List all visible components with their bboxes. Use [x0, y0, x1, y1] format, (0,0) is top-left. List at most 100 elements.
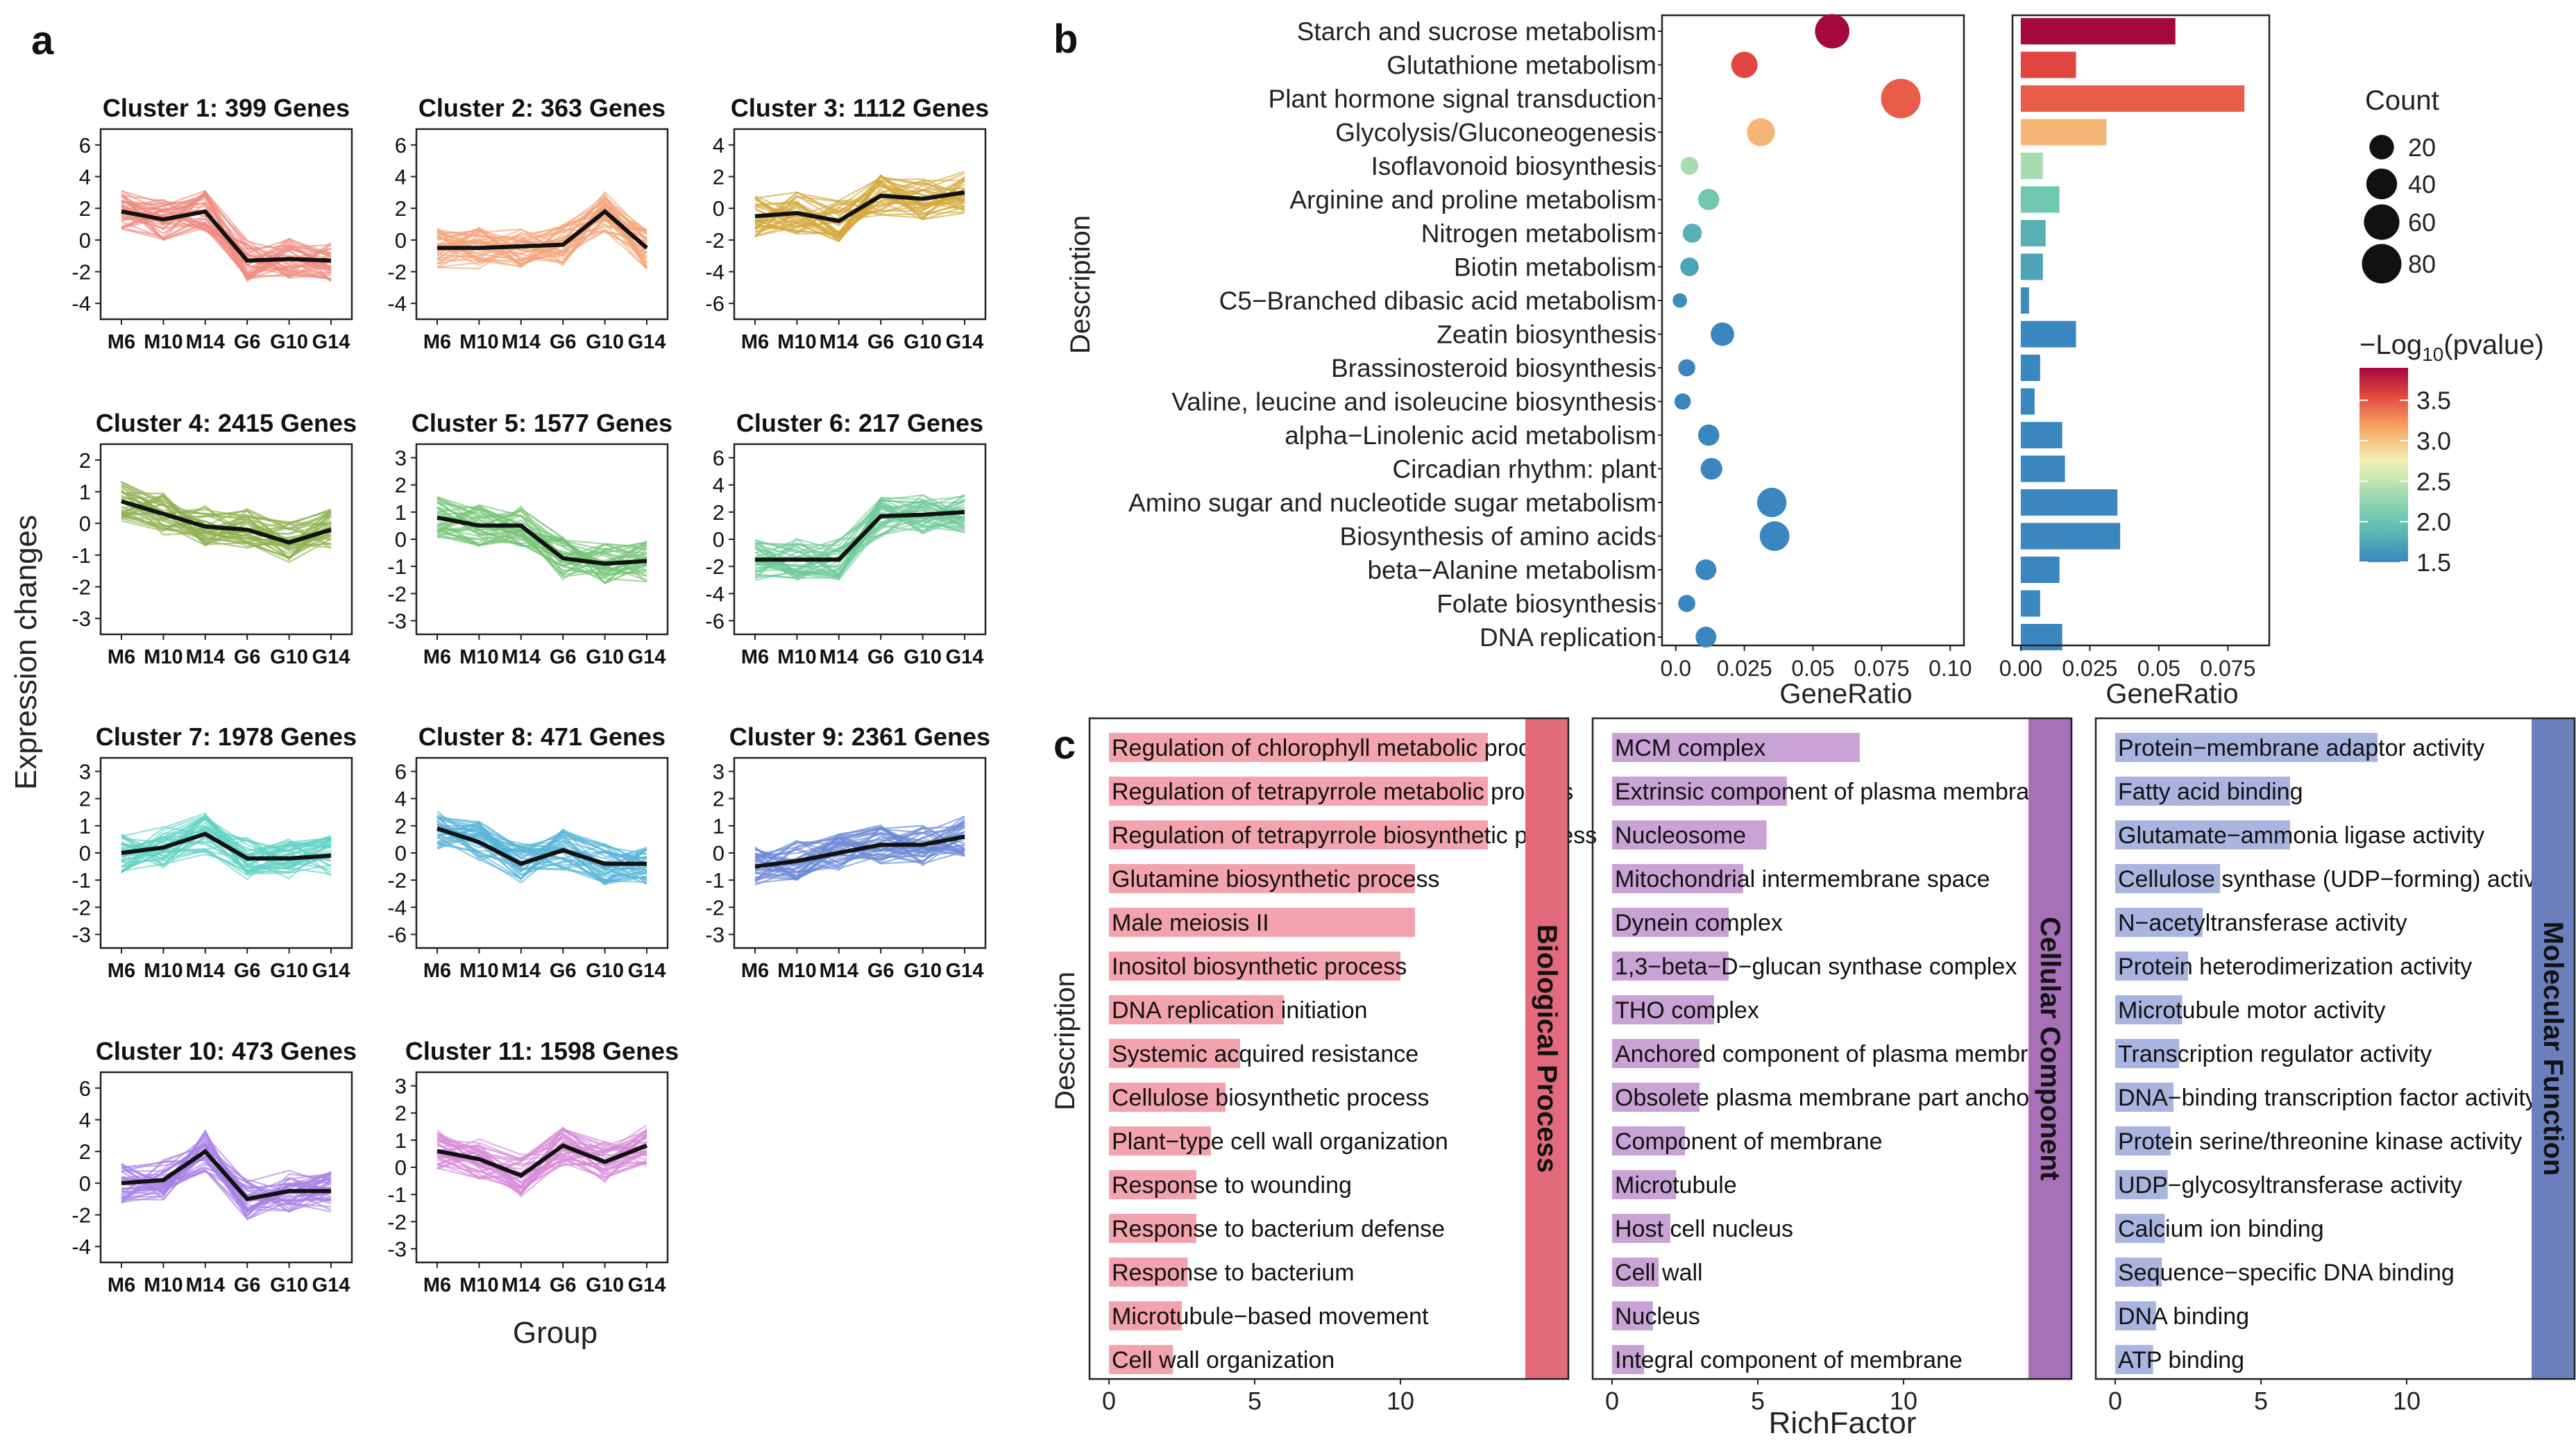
kegg-term-label: C5−Branched dibasic acid metabolism [1219, 287, 1656, 315]
go-term-label: Systemic acquired resistance [1112, 1041, 1418, 1067]
y-tick-label: -3 [705, 922, 724, 947]
y-tick-label: -4 [71, 291, 91, 316]
gene-trace [437, 1135, 647, 1175]
gene-trace [437, 1147, 647, 1190]
kegg-bar [2020, 287, 2029, 314]
x-tick-label: M6 [108, 646, 135, 668]
color-legend-title-sub: 10 [2422, 344, 2443, 365]
panel-c-xlabel: RichFactor [1769, 1406, 1917, 1440]
kegg-dot [1815, 14, 1849, 49]
kegg-bar [2020, 321, 2076, 348]
go-term-label: Obsolete plasma membrane part anchored [1615, 1085, 2063, 1111]
kegg-bar [2020, 388, 2035, 415]
go-bar [2115, 995, 2183, 1024]
go-term-label: Component of membrane [1615, 1128, 1883, 1155]
x-tick-label: 5 [1751, 1387, 1765, 1415]
panel-b-left-xlabel: GeneRatio [1779, 679, 1912, 709]
x-tick-label: M14 [820, 646, 858, 668]
kegg-dot [1747, 118, 1775, 146]
go-bar [1612, 1170, 1677, 1199]
x-tick-label: G10 [586, 960, 624, 982]
kegg-term-label: Nitrogen metabolism [1421, 219, 1656, 248]
x-tick-label: 0 [1102, 1387, 1116, 1415]
go-bar [1612, 777, 1787, 806]
x-tick-label: 0.025 [2062, 656, 2117, 681]
x-tick-label: G10 [270, 646, 308, 668]
y-tick-label: -2 [71, 575, 91, 600]
go-term-label: DNA binding [2118, 1303, 2249, 1330]
cluster-median-line [121, 1149, 331, 1201]
gene-trace [121, 202, 332, 281]
x-tick-label: M10 [144, 646, 183, 668]
x-tick-label: M6 [423, 646, 451, 668]
cluster-median-line [121, 209, 332, 263]
gene-trace [437, 198, 647, 260]
kegg-dot [1678, 595, 1695, 612]
go-term-label: Microtubule [1615, 1172, 1737, 1199]
x-tick-label: G10 [270, 960, 308, 982]
cluster-median-line [437, 826, 647, 866]
x-tick-label: G14 [628, 331, 666, 353]
gene-trace [754, 502, 965, 579]
cluster-frame [99, 128, 353, 321]
y-tick-label: -2 [71, 895, 91, 920]
x-tick-label: M14 [186, 646, 225, 668]
count-legend-title: Count [2365, 85, 2439, 116]
go-bar [1109, 1301, 1182, 1330]
x-tick-label: G10 [586, 331, 624, 353]
go-bar [2115, 1345, 2153, 1374]
x-tick-label: M10 [144, 331, 183, 353]
y-tick-label: -1 [387, 1183, 407, 1207]
x-tick-label: 0.075 [1854, 656, 1909, 681]
go-bar [2115, 1083, 2174, 1112]
y-tick-label: -4 [71, 1235, 91, 1259]
gene-trace [121, 491, 332, 559]
x-tick-label: G6 [234, 960, 261, 982]
cluster-median-line [437, 208, 648, 251]
go-bar [1109, 1258, 1188, 1287]
x-tick-label: G14 [628, 960, 666, 982]
kegg-dot [1697, 189, 1720, 210]
go-term-label: DNA−binding transcription factor activit… [2118, 1085, 2537, 1111]
x-tick-label: G6 [550, 960, 577, 982]
x-tick-label: G14 [946, 331, 984, 353]
go-term-label: MCM complex [1615, 735, 1765, 761]
panel-c-ylabel: Description [1050, 972, 1081, 1110]
go-term-label: DNA replication initiation [1112, 997, 1368, 1024]
gene-trace [121, 814, 332, 867]
go-bar [1612, 1083, 1700, 1112]
y-tick-label: 0 [713, 196, 724, 221]
x-tick-label: 5 [1248, 1387, 1262, 1415]
gene-trace [754, 180, 965, 243]
count-legend-dot [2364, 204, 2400, 240]
cluster-median-line [754, 834, 965, 869]
go-panel: Protein−membrane adaptor activity Fatty a… [2094, 717, 2576, 1415]
cluster-frame [415, 128, 669, 321]
x-tick-label: 0.025 [1717, 656, 1772, 681]
go-bar [1109, 1214, 1196, 1243]
x-tick-label: M6 [423, 960, 451, 982]
kegg-dot [1682, 223, 1702, 243]
cluster-title: Cluster 3: 1112 Genes [731, 94, 989, 122]
go-bar [1612, 951, 1729, 981]
x-tick-label: G6 [867, 960, 895, 982]
x-tick-label: M10 [459, 960, 498, 982]
kegg-term-label: Arginine and proline metabolism [1289, 186, 1656, 214]
gene-trace [121, 209, 332, 280]
gene-trace [754, 178, 965, 234]
x-tick-label: G10 [904, 960, 942, 982]
go-bar [1109, 1345, 1173, 1374]
x-tick-label: 5 [2254, 1387, 2268, 1415]
go-category-title: Molecular Function [2538, 922, 2568, 1176]
x-tick-label: M14 [820, 331, 858, 353]
gene-trace [437, 830, 647, 864]
gene-trace [437, 215, 647, 265]
kegg-term-label: Biosynthesis of amino acids [1339, 523, 1656, 551]
go-term-label: Calcium ion binding [2118, 1216, 2324, 1242]
kegg-term-label: DNA replication [1480, 623, 1656, 652]
cluster-title: Cluster 8: 471 Genes [418, 722, 666, 751]
x-tick-label: M14 [502, 646, 541, 668]
y-tick-label: -3 [71, 922, 91, 947]
go-term-label: Cell wall [1615, 1260, 1703, 1286]
